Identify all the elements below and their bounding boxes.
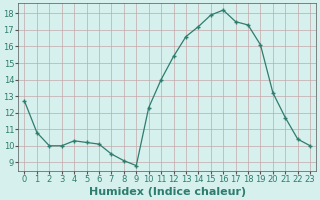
X-axis label: Humidex (Indice chaleur): Humidex (Indice chaleur): [89, 187, 246, 197]
